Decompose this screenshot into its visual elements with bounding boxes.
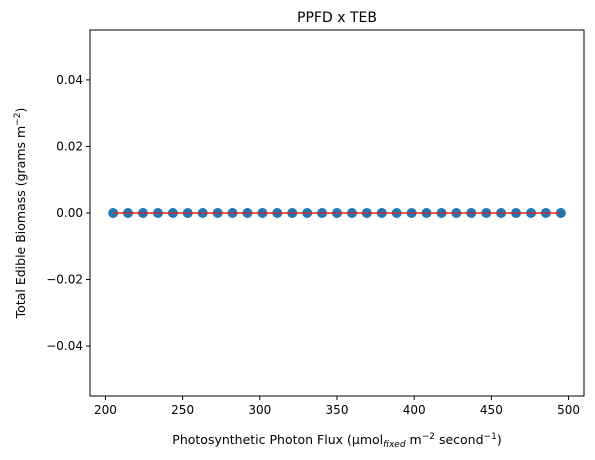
y-tick-label: 0.02	[56, 139, 83, 153]
y-axis-label: Total Edible Biomass (grams m−2)	[13, 108, 28, 320]
x-tick-label: 350	[326, 403, 349, 417]
x-tick-label: 450	[480, 403, 503, 417]
y-tick-label: 0.00	[56, 206, 83, 220]
x-tick-label: 200	[94, 403, 117, 417]
y-tick-label: −0.02	[46, 273, 83, 287]
y-tick-label: −0.04	[46, 339, 83, 353]
x-tick-label: 500	[557, 403, 580, 417]
x-tick-label: 250	[171, 403, 194, 417]
x-axis-label: Photosynthetic Photon Flux (µmolfixed m−…	[172, 432, 501, 450]
chart-title: PPFD x TEB	[297, 10, 377, 26]
y-axis: −0.04 −0.02 0.00 0.02 0.04	[46, 73, 90, 353]
plot-marks	[108, 208, 566, 218]
x-axis: 200 250 300 350 400 450 500	[94, 396, 580, 417]
x-tick-label: 400	[403, 403, 426, 417]
y-tick-label: 0.04	[56, 73, 83, 87]
x-tick-label: 300	[248, 403, 271, 417]
